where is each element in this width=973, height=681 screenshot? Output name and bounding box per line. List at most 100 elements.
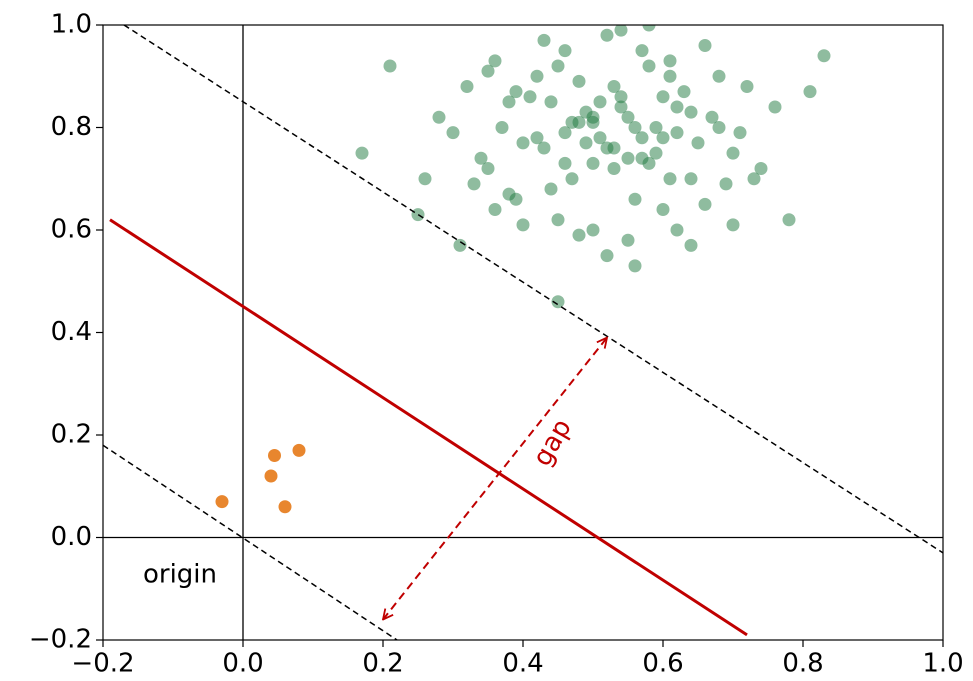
scatter-point (460, 80, 474, 93)
scatter-point (663, 69, 677, 83)
x-tick-label: 0.6 (642, 649, 683, 679)
scatter-point (530, 69, 544, 83)
scatter-point (712, 121, 726, 134)
scatter-point (516, 218, 530, 232)
scatter-point (551, 59, 565, 73)
y-tick-label: 0.6 (51, 215, 92, 245)
scatter-point (698, 39, 712, 52)
scatter-point (495, 121, 509, 134)
scatter-point (516, 136, 530, 150)
scatter-point (579, 136, 593, 150)
scatter-point (544, 182, 558, 196)
scatter-point (656, 203, 670, 216)
scatter-point (551, 213, 565, 227)
scatter-point (586, 115, 600, 129)
scatter-point (268, 449, 281, 462)
scatter-point (726, 218, 740, 232)
scatter-point (607, 80, 621, 93)
scatter-point (803, 85, 817, 99)
scatter-point (453, 238, 467, 252)
scatter-point (719, 177, 733, 191)
scatter-point (593, 131, 607, 145)
scatter-point (614, 100, 628, 114)
scatter-point (600, 249, 614, 263)
scatter-point (614, 25, 628, 37)
plot-frame (102, 24, 944, 641)
scatter-point (551, 295, 565, 309)
scatter-point (621, 110, 635, 124)
scatter-point (684, 238, 698, 252)
scatter-point (740, 80, 754, 93)
scatter-point (278, 500, 292, 514)
scatter-point (607, 141, 621, 155)
scatter-point (621, 233, 635, 247)
scatter-point (656, 131, 670, 145)
x-tick-label: −0.2 (71, 649, 134, 679)
scatter-point (383, 59, 397, 73)
scatter-point (705, 110, 719, 124)
scatter-point (649, 121, 663, 134)
boundary-line (103, 444, 398, 640)
scatter-point (642, 59, 656, 73)
x-tick-label: 0.8 (782, 649, 823, 679)
scatter-point (502, 187, 516, 201)
scatter-point (502, 95, 516, 109)
y-tick-label: 0.4 (51, 317, 92, 347)
y-tick-label: 0.0 (51, 522, 92, 552)
scatter-point (586, 223, 600, 237)
scatter-point (635, 151, 649, 165)
scatter-point (628, 192, 642, 206)
scatter-point (593, 95, 607, 109)
scatter-point (488, 203, 502, 216)
scatter-point (432, 110, 446, 124)
scatter-point (691, 136, 705, 150)
scatter-point (656, 90, 670, 104)
scatter-point (663, 172, 677, 186)
scatter-point (663, 54, 677, 68)
scatter-point (684, 172, 698, 186)
scatter-point (537, 33, 551, 47)
scatter-point (747, 172, 761, 186)
scatter-point (544, 95, 558, 109)
boundary-line (123, 25, 943, 554)
scatter-point (607, 162, 621, 175)
scatter-point (712, 69, 726, 83)
scatter-point (355, 146, 369, 160)
scatter-point (481, 64, 495, 78)
y-tick-label: 1.0 (51, 10, 92, 40)
scatter-point (600, 28, 614, 42)
scatter-point (565, 115, 579, 129)
scatter-point (565, 172, 579, 186)
scatter-point (733, 126, 747, 140)
scatter-point (558, 126, 572, 140)
scatter-point (586, 156, 600, 170)
scatter-point (446, 126, 460, 140)
scatter-point (754, 162, 768, 175)
x-tick-label: 0.4 (502, 649, 543, 679)
gap-arrow (383, 338, 607, 620)
scatter-point (481, 162, 495, 175)
scatter-point (768, 100, 782, 114)
scatter-point (558, 44, 572, 58)
scatter-point (537, 141, 551, 155)
scatter-point (488, 54, 502, 68)
x-tick-label: 0.2 (362, 649, 403, 679)
scatter-point (782, 213, 796, 227)
scatter-point (817, 49, 831, 63)
y-tick-label: 0.8 (51, 112, 92, 142)
scatter-point (628, 121, 642, 134)
scatter-point (726, 146, 740, 160)
scatter-point (684, 105, 698, 119)
scatter-point (215, 495, 229, 509)
scatter-point (677, 85, 691, 99)
x-tick-label: 1.0 (922, 649, 963, 679)
scatter-point (698, 197, 712, 211)
scatter-point (411, 208, 425, 222)
scatter-point (530, 131, 544, 145)
scatter-point (292, 443, 306, 457)
scatter-point (649, 146, 663, 160)
scatter-point (635, 44, 649, 58)
scatter-point (523, 90, 537, 104)
